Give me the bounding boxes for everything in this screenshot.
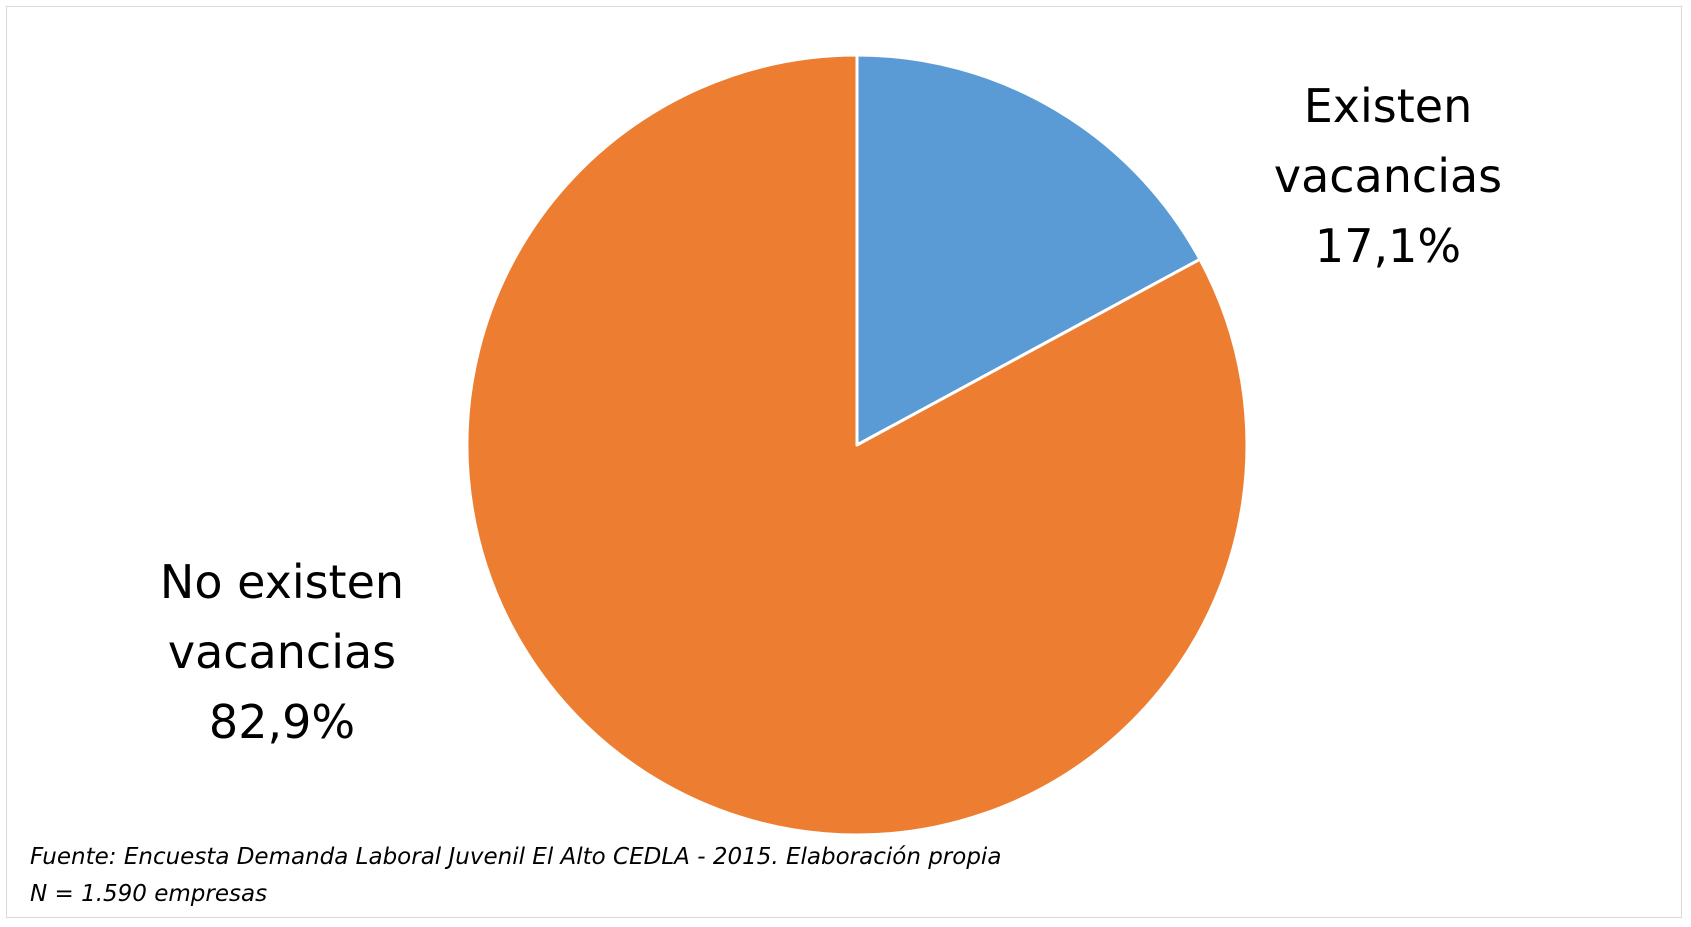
pie-labels: Existen vacancias 17,1% No existen vacancias…: [160, 79, 1502, 749]
slice-value-label: 82,9%: [209, 695, 355, 749]
slice-category-label: Existen: [1304, 79, 1473, 133]
pie-slices: [465, 53, 1249, 837]
slice-label-existen-vacancias: Existen vacancias 17,1%: [1274, 79, 1502, 273]
pie-slice-no-existen-vacancias: [465, 53, 1249, 837]
slice-category-label: vacancias: [1274, 149, 1502, 203]
slice-label-no-existen-vacancias: No existen vacancias 82,9%: [160, 555, 404, 749]
pie-slice-existen-vacancias: [855, 53, 1202, 447]
footnote-source: Fuente: Encuesta Demanda Laboral Juvenil…: [30, 844, 1002, 870]
slice-category-label: vacancias: [168, 625, 396, 679]
slice-category-label: No existen: [160, 555, 404, 609]
slice-value-label: 17,1%: [1315, 219, 1461, 273]
footnote-sample-size: N = 1.590 empresas: [30, 881, 268, 907]
